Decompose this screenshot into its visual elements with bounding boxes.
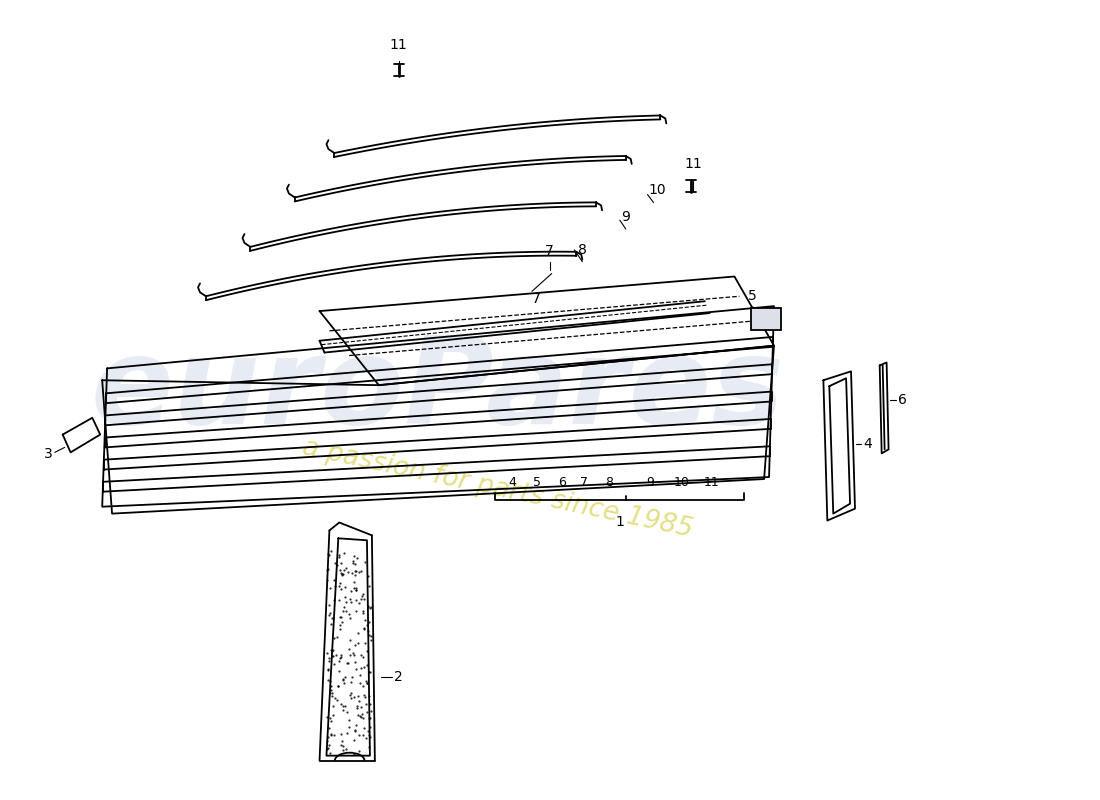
Text: 11: 11 — [389, 38, 407, 52]
Text: 8: 8 — [605, 476, 613, 489]
Text: 5: 5 — [532, 476, 541, 489]
Text: 2: 2 — [394, 670, 403, 684]
Text: 1: 1 — [615, 514, 625, 529]
FancyBboxPatch shape — [751, 308, 781, 330]
Text: 10: 10 — [673, 476, 689, 489]
Text: 9: 9 — [621, 210, 630, 224]
Text: 7: 7 — [546, 244, 554, 258]
Text: 7: 7 — [581, 476, 589, 489]
Text: 6: 6 — [899, 393, 907, 407]
Text: euroPares: euroPares — [91, 332, 785, 449]
Text: 8: 8 — [578, 242, 586, 257]
Text: 4: 4 — [862, 438, 871, 451]
Text: 5: 5 — [748, 289, 757, 303]
Text: 6: 6 — [558, 476, 565, 489]
Text: 11: 11 — [704, 476, 719, 489]
Text: a passion for parts since 1985: a passion for parts since 1985 — [300, 434, 695, 543]
Text: 9: 9 — [647, 476, 654, 489]
Text: 7: 7 — [532, 292, 541, 306]
Text: 11: 11 — [684, 157, 702, 170]
Text: 10: 10 — [649, 183, 667, 198]
Text: 4: 4 — [508, 476, 516, 489]
Text: 3: 3 — [44, 447, 53, 462]
